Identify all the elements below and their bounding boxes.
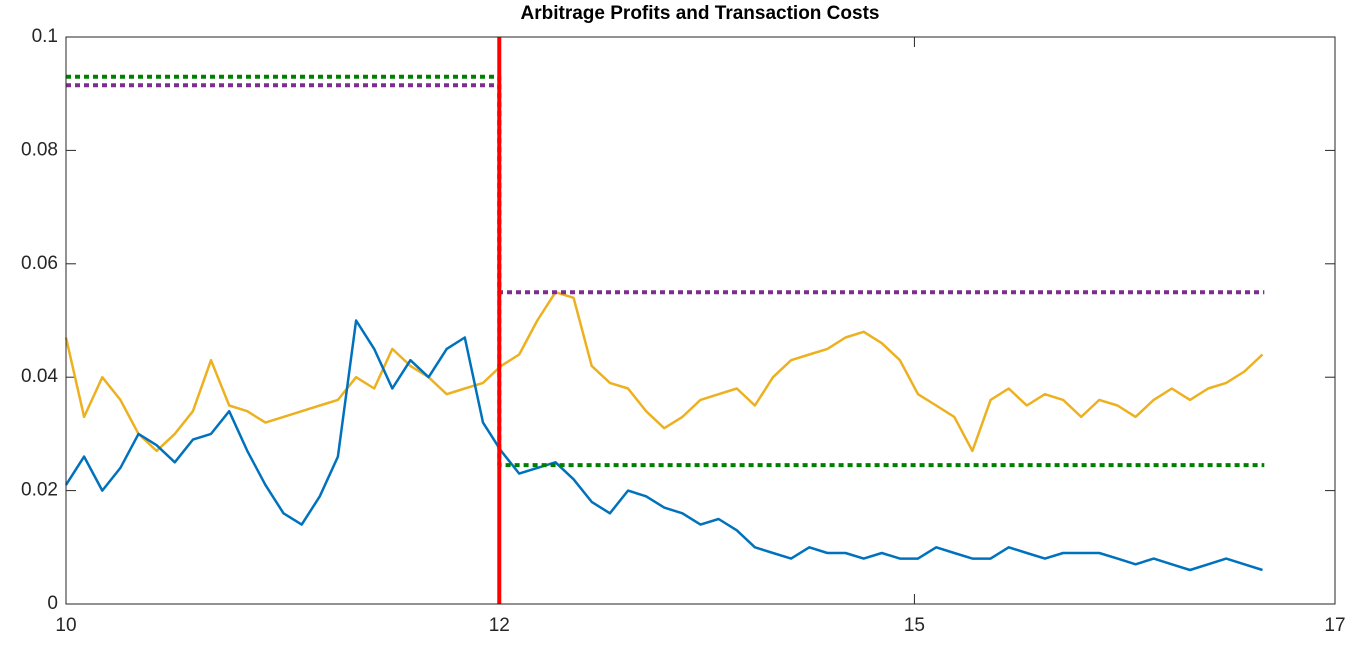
- x-tick-label: 15: [904, 615, 925, 636]
- y-tick-label: 0.02: [21, 480, 58, 501]
- axes-box: [65, 36, 1336, 605]
- chart-title: Arbitrage Profits and Transaction Costs: [521, 3, 880, 24]
- y-tick-label: 0.08: [21, 139, 58, 160]
- plot-area: [66, 37, 1335, 604]
- y-tick-label: 0.1: [32, 26, 58, 47]
- series-line: [66, 83, 1265, 295]
- series-line: [64, 319, 1263, 572]
- series-line: [66, 74, 1265, 468]
- y-tick-label: 0.04: [21, 366, 58, 387]
- x-tick-label: 10: [55, 615, 76, 636]
- y-tick-label: 0: [47, 593, 58, 614]
- x-tick-label: 12: [489, 615, 510, 636]
- y-tick-label: 0.06: [21, 253, 58, 274]
- series-line: [64, 290, 1264, 453]
- x-tick-label: 17: [1324, 615, 1345, 636]
